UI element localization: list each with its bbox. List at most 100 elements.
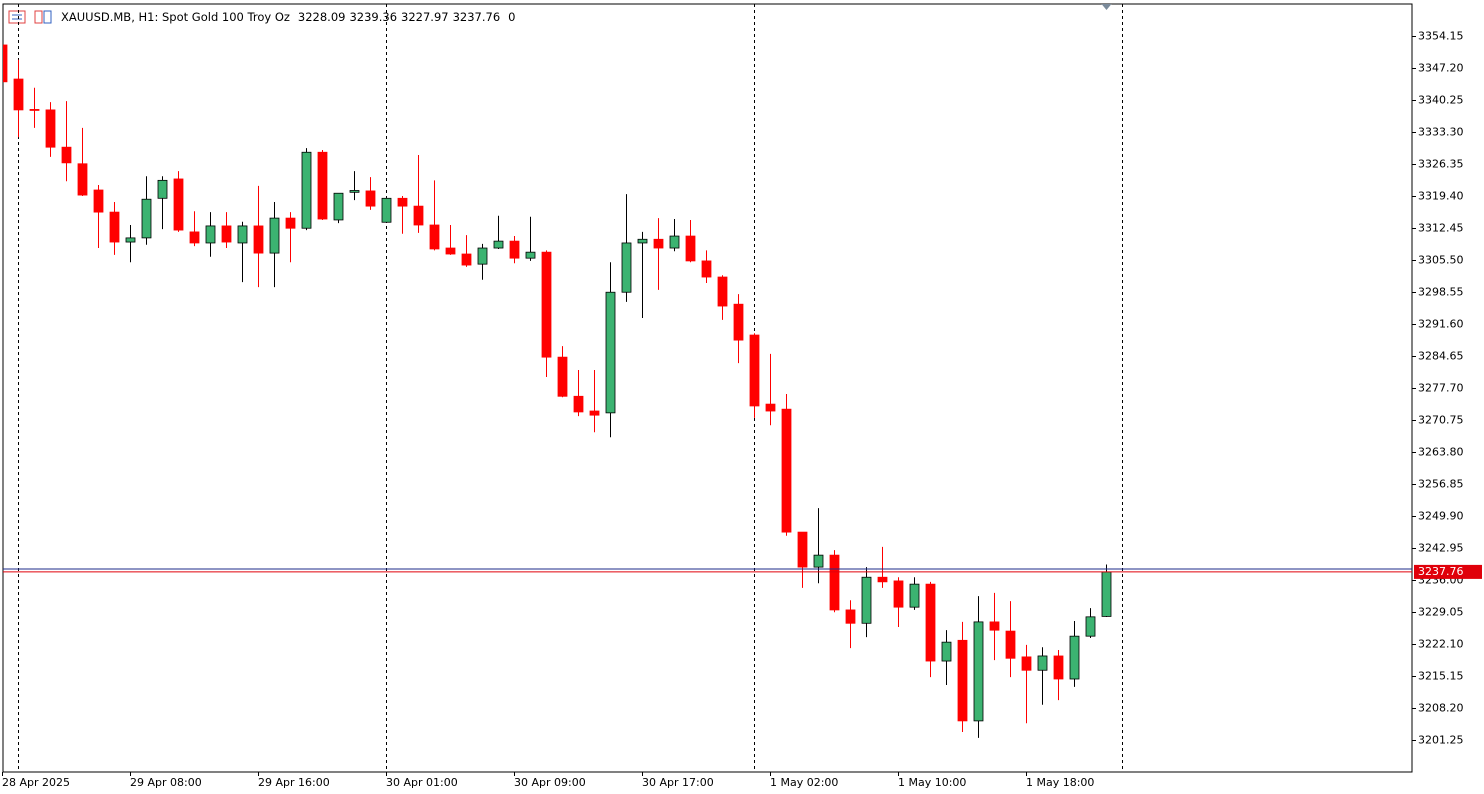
candle-body	[1037, 655, 1048, 671]
candle-body	[685, 235, 696, 262]
candle-body	[925, 583, 936, 662]
y-tick-label: 3277.70	[1418, 382, 1464, 395]
y-tick-label: 3347.20	[1418, 62, 1464, 75]
y-tick-label: 3354.15	[1418, 30, 1464, 43]
icon	[43, 10, 52, 24]
candle-body	[541, 251, 552, 358]
candle-body	[893, 580, 904, 608]
candle-body	[1085, 616, 1096, 637]
candle-body	[781, 408, 792, 533]
candle-body	[125, 237, 136, 243]
candle-body	[253, 225, 264, 254]
icon	[34, 10, 43, 24]
candle-body	[45, 109, 56, 148]
plot-frame	[2, 3, 1413, 773]
candle-body	[589, 410, 600, 416]
candle-body	[573, 395, 584, 413]
y-tick-label: 3284.65	[1418, 350, 1464, 363]
candle-body	[653, 238, 664, 249]
candle-body	[61, 146, 72, 164]
candle-body	[13, 78, 24, 111]
candle-body	[1101, 571, 1112, 617]
candle-body	[973, 621, 984, 722]
candle-body	[77, 163, 88, 196]
candle-body	[189, 231, 200, 244]
candle-body	[269, 217, 280, 254]
y-tick-label: 3242.95	[1418, 542, 1464, 555]
y-tick-label: 3312.45	[1418, 222, 1464, 235]
candle-body	[717, 276, 728, 307]
candle-body	[1069, 635, 1080, 680]
candle-body	[365, 190, 376, 207]
y-tick-label: 3298.55	[1418, 286, 1464, 299]
ohlc-open: 3228.09	[298, 10, 346, 24]
ohlc-close: 3237.76	[453, 10, 501, 24]
candle-body	[381, 197, 392, 223]
info-value: 0	[508, 10, 515, 24]
candle-body	[93, 189, 104, 213]
candle-body	[733, 303, 744, 341]
candle-body	[1053, 655, 1064, 680]
y-tick-label: 3263.80	[1418, 446, 1464, 459]
candle-body	[477, 247, 488, 265]
candle-body	[621, 242, 632, 293]
candle-body	[221, 225, 232, 243]
candle-body	[493, 240, 504, 249]
candle-body	[141, 198, 152, 239]
candle-body	[749, 334, 760, 407]
x-tick-label: 28 Apr 2025	[2, 776, 70, 789]
candle-body	[109, 211, 120, 243]
candle-body	[333, 192, 344, 221]
price-tag-label: 3237.76	[1418, 565, 1464, 578]
plot	[3, 4, 1123, 772]
candle-body	[829, 554, 840, 611]
candle-body	[461, 253, 472, 266]
candle-body	[877, 576, 888, 583]
y-tick-label: 3222.10	[1418, 638, 1464, 651]
y-tick-label: 3333.30	[1418, 126, 1464, 139]
candle-body	[861, 576, 872, 624]
x-tick-label: 30 Apr 01:00	[386, 776, 458, 789]
candle-body	[797, 531, 808, 568]
x-tick-label: 1 May 02:00	[770, 776, 838, 789]
candle-body	[349, 190, 360, 193]
candle-body	[429, 224, 440, 250]
candle-body	[957, 639, 968, 722]
candle-body	[525, 251, 536, 259]
candle-body	[941, 641, 952, 662]
y-tick-label: 3249.90	[1418, 510, 1464, 523]
y-tick-label: 3326.35	[1418, 158, 1464, 171]
candle-body	[557, 356, 568, 397]
ohlc-high: 3239.36	[349, 10, 397, 24]
y-tick-label: 3319.40	[1418, 190, 1464, 203]
y-tick-label: 3270.75	[1418, 414, 1464, 427]
y-tick-label: 3201.25	[1418, 734, 1464, 747]
x-tick-label: 29 Apr 16:00	[258, 776, 330, 789]
bar-marker	[1101, 4, 1112, 10]
candle-body	[909, 583, 920, 608]
header-icons	[8, 10, 52, 24]
y-tick-label: 3340.25	[1418, 94, 1464, 107]
y-tick-label: 3215.15	[1418, 670, 1464, 683]
x-tick-label: 1 May 10:00	[898, 776, 966, 789]
candle-body	[397, 197, 408, 207]
candle-body	[157, 179, 168, 199]
candle-body	[413, 205, 424, 226]
x-tick-label: 1 May 18:00	[1026, 776, 1094, 789]
candle-body	[845, 609, 856, 624]
candle-body	[237, 225, 248, 244]
y-tick-label: 3208.20	[1418, 702, 1464, 715]
candle-body	[317, 151, 328, 220]
symbol-title: XAUUSD.MB, H1: Spot Gold 100 Troy Oz	[61, 10, 290, 24]
header: XAUUSD.MB, H1: Spot Gold 100 Troy Oz 3228…	[61, 10, 515, 24]
candle-body	[989, 621, 1000, 631]
candle-body	[205, 225, 216, 244]
candle-body	[29, 109, 40, 111]
candle-body	[813, 554, 824, 568]
candle-body	[765, 403, 776, 412]
candle-body	[3, 44, 8, 83]
candle-body	[509, 240, 520, 259]
y-tick-label: 3229.05	[1418, 606, 1464, 619]
ohlc-low: 3227.97	[401, 10, 449, 24]
